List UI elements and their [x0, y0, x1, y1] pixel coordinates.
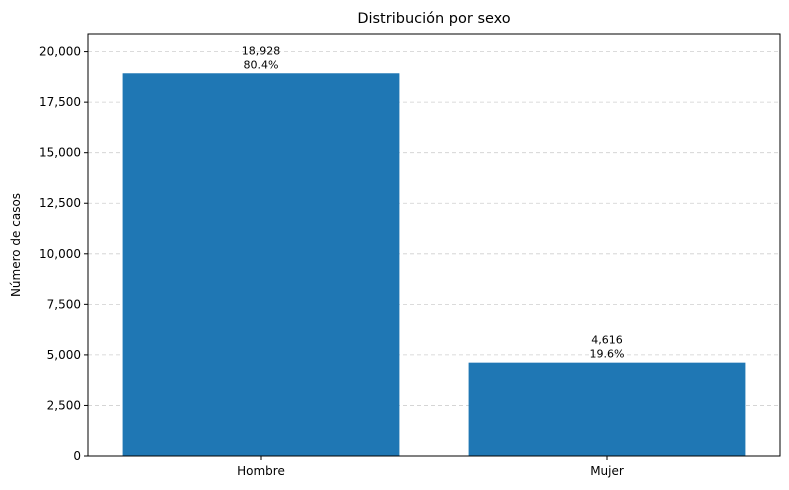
plot-frame	[87, 33, 781, 457]
bar-value-label: 18,928	[242, 44, 281, 57]
y-tick-label: 5,000	[47, 348, 81, 362]
y-tick-label: 10,000	[39, 247, 81, 261]
y-tick-label: 0	[73, 449, 81, 463]
y-tick-label: 12,500	[39, 196, 81, 210]
y-axis-title: Número de casos	[9, 193, 23, 297]
bar	[122, 73, 400, 457]
x-axis: Hombre Mujer	[237, 456, 624, 478]
y-tick-label: 20,000	[39, 45, 81, 59]
y-tick-label: 15,000	[39, 146, 81, 160]
bar-value-label: 4,616	[591, 334, 623, 347]
y-tick-label: 7,500	[47, 297, 81, 311]
y-tick-label: 17,500	[39, 95, 81, 109]
bar-percent-label: 80.4%	[244, 58, 279, 71]
y-tick-label: 2,500	[47, 398, 81, 412]
x-tick-label: Mujer	[590, 464, 624, 478]
bar	[468, 362, 746, 456]
x-tick-label: Hombre	[237, 464, 285, 478]
bar-percent-label: 19.6%	[590, 348, 625, 361]
y-axis: 0 2,500 5,000 7,500 10,000 12,500 15,000 17,500…	[39, 45, 88, 463]
chart-title: Distribución por sexo	[357, 11, 510, 27]
bars	[122, 73, 746, 457]
